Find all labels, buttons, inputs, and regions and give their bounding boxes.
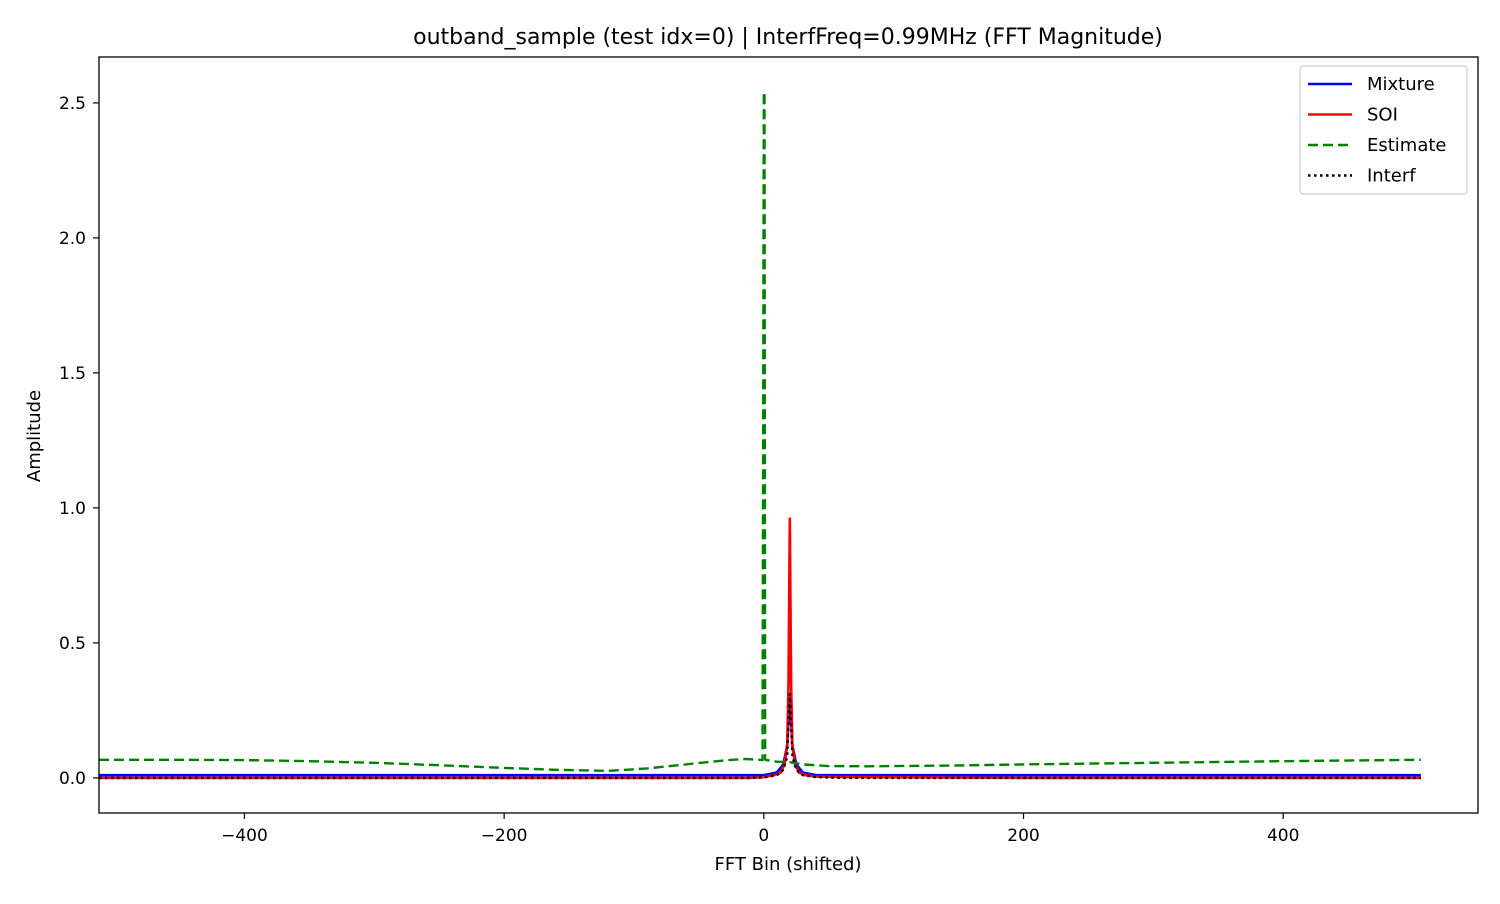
y-tick-label: 1.0 [59, 499, 86, 519]
series-lines [99, 90, 1421, 780]
y-axis-label: Amplitude [24, 390, 45, 482]
y-tick-label: 0.5 [59, 634, 86, 654]
legend-label-interf: Interf [1367, 166, 1416, 187]
y-tick-label: 0.0 [59, 769, 86, 789]
x-tick-label: −400 [221, 826, 268, 846]
series-line-estimate [99, 90, 1421, 773]
x-tick-label: 400 [1267, 826, 1299, 846]
axis-ticks: −400 −200 0 200 400 0.0 0.5 1.0 1.5 2.0 2.5 [59, 94, 1299, 846]
y-tick-label: 2.5 [59, 94, 86, 114]
legend-label-mixture: Mixture [1367, 74, 1435, 95]
x-tick-label: −200 [481, 826, 528, 846]
legend: Mixture SOI Estimate Interf [1299, 65, 1468, 195]
x-axis-label: FFT Bin (shifted) [715, 854, 862, 875]
y-tick-label: 1.5 [59, 364, 86, 384]
x-tick-label: 0 [758, 826, 769, 846]
legend-label-estimate: Estimate [1367, 135, 1447, 156]
legend-label-soi: SOI [1367, 105, 1398, 126]
chart-title: outband_sample (test idx=0) | InterfFreq… [413, 25, 1163, 50]
y-tick-label: 2.0 [59, 229, 86, 249]
x-tick-label: 200 [1007, 826, 1039, 846]
plot-frame [98, 56, 1479, 814]
legend-box [1299, 65, 1468, 195]
